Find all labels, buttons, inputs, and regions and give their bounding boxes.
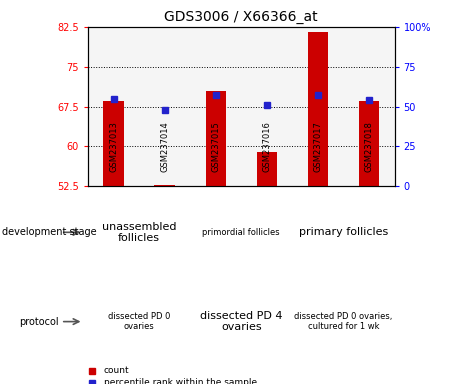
- Text: primordial follicles: primordial follicles: [202, 228, 280, 237]
- Text: dissected PD 0 ovaries,
cultured for 1 wk: dissected PD 0 ovaries, cultured for 1 w…: [295, 312, 393, 331]
- Text: GSM237014: GSM237014: [160, 121, 169, 172]
- Text: percentile rank within the sample: percentile rank within the sample: [104, 378, 257, 384]
- Bar: [206, 91, 226, 186]
- Text: GSM237018: GSM237018: [364, 121, 373, 172]
- Text: dissected PD 4
ovaries: dissected PD 4 ovaries: [200, 311, 282, 333]
- Bar: [308, 32, 328, 186]
- Text: development stage: development stage: [2, 227, 97, 237]
- Text: GSM237016: GSM237016: [262, 121, 272, 172]
- Bar: [257, 152, 277, 186]
- Text: GSM237017: GSM237017: [313, 121, 322, 172]
- Bar: [103, 101, 124, 186]
- Bar: [154, 185, 175, 186]
- Text: protocol: protocol: [19, 316, 59, 327]
- Text: GSM237015: GSM237015: [211, 121, 220, 172]
- Title: GDS3006 / X66366_at: GDS3006 / X66366_at: [165, 10, 318, 25]
- Text: dissected PD 0
ovaries: dissected PD 0 ovaries: [108, 312, 170, 331]
- Text: GSM237013: GSM237013: [109, 121, 118, 172]
- Text: unassembled
follicles: unassembled follicles: [102, 222, 176, 243]
- Text: primary follicles: primary follicles: [299, 227, 388, 237]
- Text: count: count: [104, 366, 129, 375]
- Bar: [359, 101, 379, 186]
